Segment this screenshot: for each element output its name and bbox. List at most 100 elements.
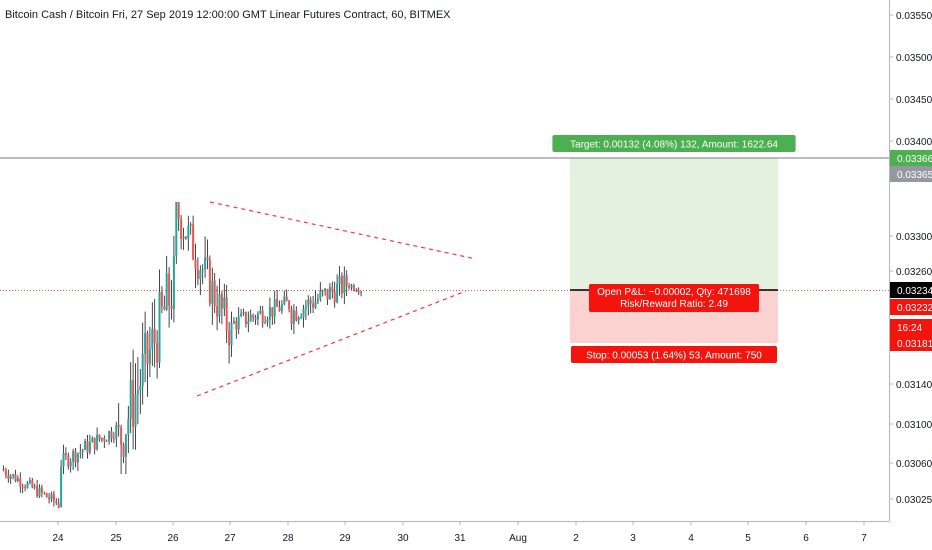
price-badge-target	[890, 150, 932, 166]
candle-down	[93, 437, 96, 450]
candle-down	[196, 269, 199, 280]
price-tick-label: 0.03140	[896, 380, 932, 391]
candle-up	[302, 308, 305, 318]
candle-up	[108, 431, 111, 442]
candle-up	[60, 466, 63, 508]
candle-up	[292, 310, 295, 324]
price-tick-label: 0.03450	[896, 95, 932, 106]
price-badge-label: 0.03181	[897, 339, 932, 350]
candle-down	[348, 286, 351, 288]
candle-down	[225, 297, 228, 331]
time-tick-label: Aug	[509, 533, 527, 544]
price-badge-label: 16:24	[897, 323, 922, 334]
candle-up	[38, 487, 41, 497]
price-badge-gray	[890, 166, 932, 182]
target-label: Target: 0.00132 (4.08%) 132, Amount: 162…	[570, 140, 778, 151]
candle-down	[86, 441, 89, 453]
candle-down	[110, 431, 113, 439]
pnl-label: Open P&L: −0.00002, Qty: 471698	[597, 287, 751, 298]
candle-up	[324, 288, 327, 291]
candle-up	[12, 474, 15, 476]
candle-up	[256, 313, 259, 320]
candle-down	[206, 257, 209, 261]
candle-down	[352, 285, 355, 291]
candle-down	[312, 303, 315, 308]
candle-up	[297, 317, 300, 321]
candle-up	[33, 485, 36, 488]
candle-up	[201, 269, 204, 271]
candle-up	[182, 236, 185, 239]
candle-down	[153, 328, 156, 343]
candle-up	[283, 296, 286, 304]
candle-down	[228, 330, 231, 346]
candle-up	[199, 270, 202, 280]
candle-up	[148, 349, 151, 364]
candle-up	[350, 285, 353, 288]
candle-up	[237, 316, 240, 330]
candle-up	[247, 321, 250, 325]
price-badge-label: 0.03366	[897, 154, 932, 165]
candle-up	[211, 280, 214, 304]
candle-down	[2, 469, 5, 471]
candle-down	[170, 305, 173, 310]
candle-down	[216, 305, 219, 317]
candle-down	[55, 501, 58, 504]
pnl-box[interactable]	[588, 284, 760, 312]
candle-up	[273, 299, 276, 317]
candle-up	[189, 224, 192, 226]
candle-down	[146, 333, 149, 364]
time-tick-label: 7	[861, 533, 867, 544]
candle-down	[103, 437, 106, 442]
candle-down	[220, 294, 223, 309]
candle-up	[175, 202, 178, 257]
candle-down	[19, 478, 22, 487]
candle-down	[4, 470, 7, 476]
target-zone[interactable]	[570, 158, 778, 290]
candle-down	[288, 301, 291, 310]
price-badge-label: 0.03234	[897, 286, 932, 297]
candle-up	[158, 291, 161, 363]
time-tick-label: 29	[339, 533, 351, 544]
target-label-bg[interactable]	[552, 135, 796, 152]
candle-down	[331, 287, 334, 292]
price-tick-label: 0.03300	[896, 232, 932, 243]
candle-down	[74, 451, 77, 463]
candle-up	[314, 301, 317, 308]
candle-up	[139, 385, 142, 390]
price-tick-label: 0.03025	[896, 495, 932, 506]
candle-up	[28, 480, 31, 483]
candle-up	[307, 299, 310, 307]
candle-up	[84, 441, 87, 450]
candle-up	[76, 453, 79, 463]
time-tick-label: 26	[167, 533, 179, 544]
candle-down	[340, 276, 343, 294]
candle-down	[355, 290, 358, 292]
candle-up	[136, 389, 139, 395]
time-tick-label: 2	[573, 533, 579, 544]
candle-down	[43, 492, 46, 494]
stop-label-bg[interactable]	[570, 346, 778, 363]
price-tick-label: 0.03550	[896, 11, 932, 22]
candle-down	[105, 441, 108, 443]
candle-up	[242, 312, 245, 314]
candle-up	[9, 475, 12, 479]
candle-down	[67, 455, 70, 467]
candle-down	[295, 310, 298, 321]
candle-up	[165, 273, 168, 310]
candle-up	[319, 290, 322, 300]
candle-up	[230, 323, 233, 346]
candle-down	[192, 224, 195, 260]
triangle-lower-line[interactable]	[196, 290, 467, 397]
candle-down	[24, 487, 27, 489]
price-tick-label: 0.03060	[896, 459, 932, 470]
triangle-upper-line[interactable]	[209, 201, 477, 260]
candle-up	[96, 434, 99, 450]
candle-up	[360, 291, 363, 293]
candle-up	[144, 333, 147, 354]
candle-down	[333, 291, 336, 303]
candle-down	[321, 290, 324, 292]
candle-up	[336, 283, 339, 303]
price-badge-label: 0.03232	[897, 303, 932, 314]
candle-up	[79, 451, 82, 454]
